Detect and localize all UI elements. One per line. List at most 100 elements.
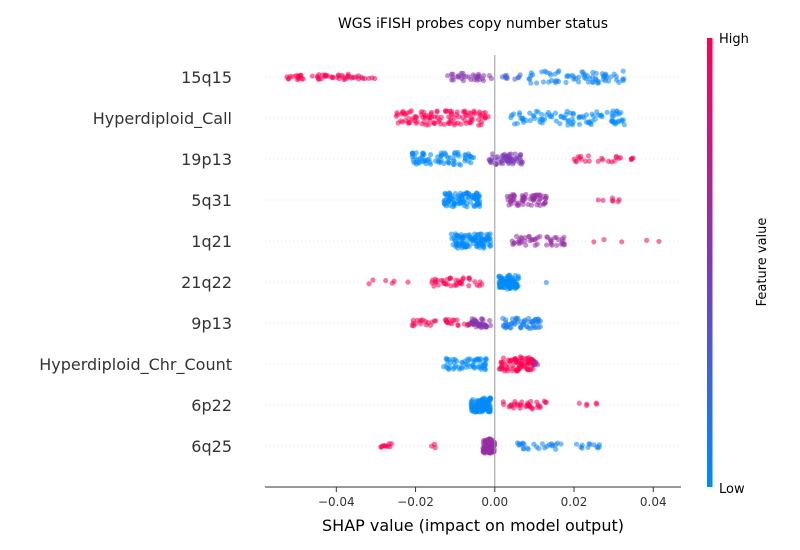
shap-point — [450, 241, 456, 248]
shap-point — [510, 275, 516, 281]
shap-point — [608, 118, 614, 124]
shap-point — [489, 154, 496, 161]
shap-point — [619, 118, 625, 124]
shap-point — [381, 443, 387, 449]
shap-point — [309, 73, 315, 79]
shap-point — [477, 359, 483, 365]
shap-point — [544, 242, 550, 248]
shap-point — [553, 242, 560, 248]
shap-point — [486, 73, 492, 79]
shap-point — [479, 316, 485, 322]
shap-point — [409, 150, 416, 156]
shap-point — [503, 72, 509, 78]
shap-point — [481, 240, 487, 246]
shap-point — [446, 357, 452, 363]
shap-point — [487, 396, 493, 402]
shap-point — [539, 441, 546, 447]
shap-point — [591, 442, 597, 448]
shap-point — [493, 161, 499, 167]
shap-point — [454, 282, 460, 288]
shap-point — [355, 73, 362, 79]
shap-point — [506, 159, 512, 165]
shap-point — [423, 319, 429, 325]
shap-point — [330, 75, 336, 81]
shap-point — [447, 120, 453, 127]
shap-point — [565, 118, 571, 124]
shap-point — [399, 110, 405, 116]
shap-point — [576, 115, 582, 121]
x-tick-label: 0.02 — [561, 495, 588, 509]
shap-point — [446, 198, 452, 204]
feature-label: Hyperdiploid_Chr_Count — [39, 355, 232, 375]
shap-point — [452, 201, 458, 207]
shap-point — [575, 154, 581, 160]
shap-point — [523, 191, 529, 198]
shap-point — [348, 75, 355, 81]
shap-point — [444, 281, 450, 287]
shap-point — [555, 237, 562, 243]
shap-point — [426, 156, 432, 162]
shap-point — [477, 112, 484, 118]
shap-point — [298, 72, 304, 78]
shap-point — [452, 150, 458, 156]
shap-point — [416, 156, 422, 162]
shap-point — [547, 70, 553, 76]
shap-point — [444, 108, 450, 114]
shap-point — [520, 201, 526, 207]
shap-point — [507, 358, 513, 364]
shap-point — [474, 240, 480, 247]
shap-point — [528, 202, 535, 208]
shap-point — [526, 319, 532, 325]
shap-point — [535, 362, 541, 368]
shap-point — [553, 446, 559, 452]
shap-point — [498, 280, 504, 286]
shap-point — [471, 111, 478, 117]
shap-point — [470, 318, 476, 325]
shap-point — [448, 231, 454, 237]
shap-point — [435, 154, 441, 160]
shap-point — [410, 116, 416, 122]
shap-point — [466, 283, 472, 289]
shap-point — [592, 116, 598, 122]
shap-point — [482, 357, 488, 363]
feature-label: 1q21 — [191, 232, 232, 251]
shap-point — [537, 233, 543, 240]
shap-point — [555, 78, 562, 85]
shap-point — [511, 193, 517, 199]
shap-point — [584, 402, 590, 409]
shap-point — [528, 367, 534, 373]
shap-point — [519, 363, 525, 369]
shap-point — [602, 72, 608, 78]
shap-point — [628, 156, 634, 163]
shap-point — [482, 366, 489, 373]
shap-point — [467, 153, 474, 159]
colorbar-title: Feature value — [755, 218, 770, 307]
shap-point — [454, 74, 460, 80]
shap-point — [526, 360, 532, 366]
shap-point — [548, 77, 555, 84]
shap-point — [418, 109, 424, 115]
shap-point — [570, 110, 576, 116]
shap-point — [558, 113, 564, 119]
feature-label: 6p22 — [191, 396, 232, 415]
shap-point — [609, 110, 615, 116]
shap-point — [420, 150, 426, 156]
shap-point — [617, 155, 624, 161]
shap-point — [595, 78, 601, 84]
shap-point — [413, 161, 419, 167]
shap-point — [408, 108, 414, 114]
shap-point — [471, 193, 478, 199]
shap-point — [491, 448, 497, 454]
shap-point — [467, 276, 473, 283]
shap-point — [462, 358, 468, 364]
shap-point — [360, 75, 366, 81]
shap-point — [507, 403, 513, 409]
shap-point — [534, 404, 541, 410]
shap-point — [527, 117, 534, 124]
shap-point — [515, 273, 521, 279]
shap-point — [534, 80, 540, 86]
shap-point — [564, 74, 570, 80]
shap-point — [456, 153, 462, 159]
shap-point — [472, 73, 478, 79]
